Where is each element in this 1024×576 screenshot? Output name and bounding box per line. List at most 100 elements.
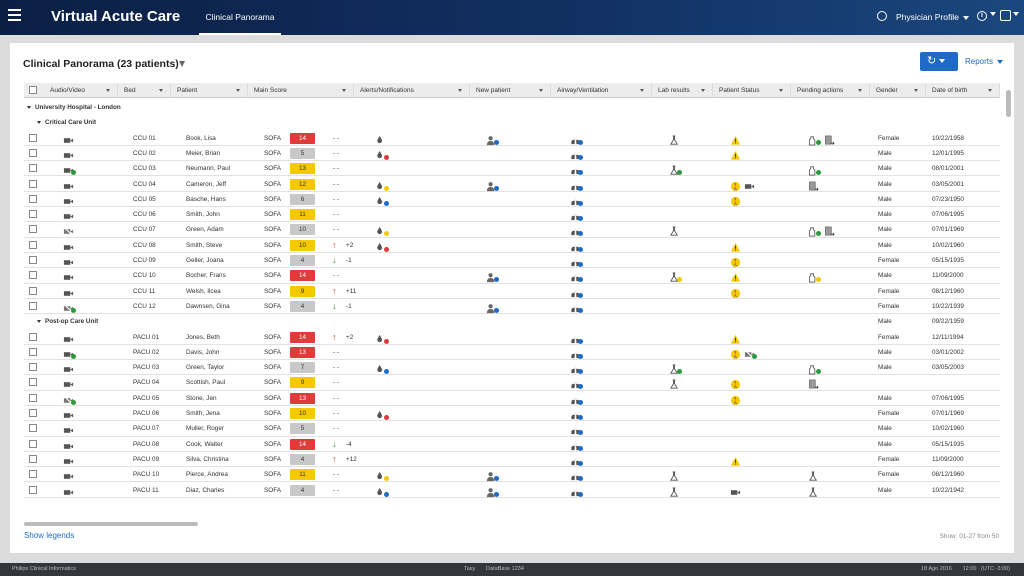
warn-icon[interactable] (730, 270, 741, 282)
doc-arrow-icon[interactable] (824, 224, 835, 237)
video-icon[interactable] (63, 240, 74, 251)
table-row[interactable]: CCU 10 Bocher, Frans SOFA 14 - - Male 11/09/20… (24, 268, 1000, 284)
doc-arrow-icon[interactable] (808, 179, 819, 191)
drops-icon[interactable] (376, 469, 389, 482)
row-checkbox[interactable] (29, 179, 37, 188)
drops-icon[interactable] (376, 224, 389, 237)
row-checkbox[interactable] (29, 363, 37, 372)
row-checkbox[interactable] (29, 286, 37, 295)
video-icon[interactable] (63, 485, 74, 496)
column-header[interactable]: Gender (870, 83, 926, 98)
warn-icon[interactable] (730, 148, 741, 160)
column-header[interactable]: Date of birth (926, 83, 1000, 98)
video-icon[interactable] (63, 286, 74, 297)
drops-icon[interactable] (376, 485, 389, 497)
video-icon[interactable] (63, 408, 74, 419)
column-header[interactable]: Patient Status (713, 83, 791, 98)
airway-icon[interactable] (570, 454, 583, 466)
video-icon[interactable] (63, 194, 74, 205)
table-row[interactable]: PACU 05 Stone, Jen SOFA 13 - - 🚶 Male 07/06/199… (24, 391, 1000, 406)
chevron-down-icon[interactable] (990, 12, 996, 16)
new-patient-icon[interactable] (486, 270, 499, 283)
group-header[interactable]: University Hospital - London (24, 100, 1000, 115)
airway-icon[interactable] (570, 469, 583, 482)
airway-icon[interactable] (570, 377, 583, 390)
column-header[interactable]: New patient (470, 83, 551, 98)
drops-icon[interactable] (376, 362, 389, 375)
alarm-icon[interactable]: 🚶 (730, 194, 741, 206)
column-header[interactable]: Patient (171, 83, 248, 98)
airway-icon[interactable] (570, 148, 583, 160)
column-header[interactable]: Main Score (248, 83, 354, 98)
new-patient-icon[interactable] (486, 485, 499, 497)
table-row[interactable]: CCU 04 Cameron, Jeff SOFA 12 - - 🚶 Male 03/05/2… (24, 177, 1000, 192)
collapse-caret-icon[interactable] (37, 320, 41, 324)
airway-icon[interactable] (570, 255, 583, 267)
lab-flask-icon[interactable] (669, 163, 682, 176)
video-icon[interactable] (63, 163, 76, 176)
drops-icon[interactable] (376, 408, 389, 420)
alarm-icon[interactable]: 🚶 (730, 286, 741, 298)
airway-icon[interactable] (570, 270, 583, 283)
video-icon[interactable] (63, 270, 74, 281)
video-off-icon[interactable] (63, 301, 76, 314)
airway-icon[interactable] (570, 179, 583, 191)
row-checkbox[interactable] (29, 164, 37, 173)
airway-icon[interactable] (570, 286, 583, 298)
collapse-caret-icon[interactable] (37, 121, 41, 125)
airway-icon[interactable] (570, 423, 583, 436)
filter-icon[interactable] (179, 61, 185, 67)
row-checkbox[interactable] (29, 485, 37, 494)
video-off-icon[interactable] (63, 393, 76, 406)
table-row[interactable]: PACU 01 Jones, Beth SOFA 14 ↑ +2 Female 12/11/1… (24, 330, 1000, 345)
airway-icon[interactable] (570, 194, 583, 206)
video-icon[interactable] (63, 209, 74, 220)
video-icon[interactable] (63, 347, 76, 359)
bottle-green-icon[interactable] (808, 224, 821, 237)
warn-icon[interactable] (730, 454, 741, 466)
sort-caret-icon[interactable] (342, 89, 346, 92)
video-icon[interactable] (744, 179, 755, 190)
new-patient-icon[interactable] (486, 469, 499, 482)
sort-caret-icon[interactable] (858, 89, 862, 92)
alarm-icon[interactable]: 🚶 (730, 179, 741, 191)
airway-icon[interactable] (570, 439, 583, 451)
table-row[interactable]: PACU 02 Davis, John SOFA 13 - - 🚶 Male 03/01/20… (24, 345, 1000, 361)
table-row[interactable]: CCU 07 Green, Adam SOFA 10 - - Male 07/01/1969 (24, 222, 1000, 238)
horizontal-scrollbar[interactable] (24, 522, 198, 526)
alarm-icon[interactable]: 🚶 (730, 255, 741, 268)
row-checkbox[interactable] (29, 470, 37, 479)
alarm-icon[interactable]: 🚶 (730, 393, 741, 405)
row-checkbox[interactable] (29, 454, 37, 463)
tab-clinical-panorama[interactable]: Clinical Panorama (199, 0, 281, 35)
video-icon[interactable] (63, 362, 74, 373)
column-header[interactable]: Audio/Video (44, 83, 118, 98)
table-row[interactable]: CCU 08 Smith, Steve SOFA 10 ↑ +2 Male 10/02/196… (24, 238, 1000, 253)
sort-caret-icon[interactable] (988, 89, 992, 92)
flask-icon[interactable] (808, 485, 819, 497)
sort-caret-icon[interactable] (458, 89, 462, 92)
sort-caret-icon[interactable] (779, 89, 783, 92)
lab-flask-icon[interactable] (669, 224, 680, 237)
drops-icon[interactable] (376, 133, 387, 144)
video-icon[interactable] (63, 179, 74, 190)
video-off-icon[interactable] (63, 224, 74, 237)
group-header[interactable]: Critical Care Unit (24, 115, 1000, 130)
row-checkbox[interactable] (29, 225, 37, 234)
table-row[interactable]: PACU 06 Smith, Jena SOFA 10 - - Female 07/01/1… (24, 406, 1000, 422)
video-icon[interactable] (63, 454, 74, 465)
table-row[interactable]: PACU 08 Cook, Walter SOFA 14 ↓ -4 Male 05/15/19… (24, 437, 1000, 452)
drops-icon[interactable] (376, 179, 389, 191)
table-row[interactable]: CCU 05 Basche, Hans SOFA 6 - - 🚶 Male 07/23/195… (24, 192, 1000, 208)
row-checkbox[interactable] (29, 424, 37, 433)
drops-icon[interactable] (376, 194, 389, 206)
video-icon[interactable] (63, 423, 74, 434)
video-off-icon[interactable] (744, 347, 757, 360)
doc-arrow-icon[interactable] (824, 133, 835, 145)
info-icon[interactable]: i (977, 11, 987, 21)
row-checkbox[interactable] (29, 393, 37, 402)
settings-icon[interactable] (1000, 10, 1011, 21)
user-icon[interactable] (877, 11, 887, 21)
table-row[interactable]: CCU 12 Dawnsen, Gina SOFA 4 ↓ -1 Female 10/22/1… (24, 299, 1000, 315)
airway-icon[interactable] (570, 332, 583, 344)
